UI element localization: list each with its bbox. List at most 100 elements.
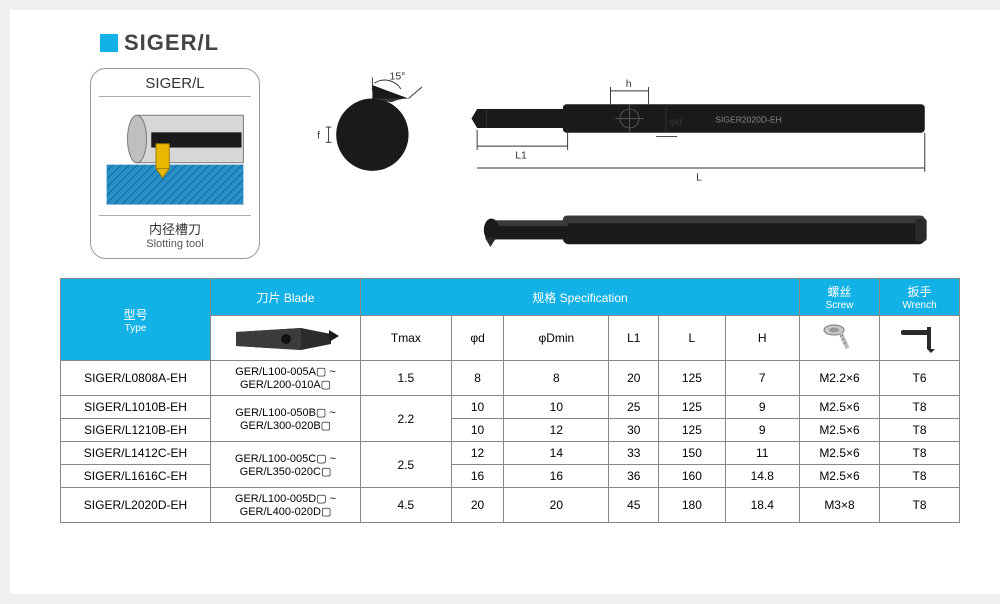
hdr-spec-en: Specification <box>560 291 628 305</box>
cell-tmax: 4.5 <box>361 488 452 523</box>
hdr-phidmin: φDmin <box>504 316 609 361</box>
cell-l1: 20 <box>609 361 659 396</box>
cell-screw: M3×8 <box>800 488 880 523</box>
catalog-page: SIGER/L SIGER/L <box>10 10 1000 594</box>
cell-type: SIGER/L1616C-EH <box>61 465 211 488</box>
hdr-type-en: Type <box>64 323 207 334</box>
cell-d: 16 <box>451 465 504 488</box>
page-title: SIGER/L <box>124 30 219 56</box>
sidebox-title: SIGER/L <box>99 75 251 97</box>
hdr-screw-en: Screw <box>803 300 876 311</box>
cell-d: 10 <box>451 419 504 442</box>
cell-l1: 25 <box>609 396 659 419</box>
cell-tmax: 2.5 <box>361 442 452 488</box>
spec-tbody: SIGER/L0808A-EHGER/L100-005A▢ ~ GER/L200… <box>61 361 960 523</box>
cell-blade: GER/L100-005C▢ ~ GER/L350-020C▢ <box>211 442 361 488</box>
cell-wrench: T8 <box>880 442 960 465</box>
cell-l1: 33 <box>609 442 659 465</box>
hdr-l1: L1 <box>609 316 659 361</box>
cell-screw: M2.5×6 <box>800 396 880 419</box>
cell-type: SIGER/L0808A-EH <box>61 361 211 396</box>
cell-wrench: T8 <box>880 465 960 488</box>
cell-type: SIGER/L1010B-EH <box>61 396 211 419</box>
sidebox: SIGER/L <box>90 68 260 259</box>
spec-thead: 型号 Type 刀片 Blade 规格 Specification 螺丝 Scr… <box>61 279 960 361</box>
cell-d: 20 <box>451 488 504 523</box>
cell-dmin: 16 <box>504 465 609 488</box>
table-row: SIGER/L1412C-EHGER/L100-005C▢ ~ GER/L350… <box>61 442 960 465</box>
cell-type: SIGER/L1412C-EH <box>61 442 211 465</box>
cell-wrench: T6 <box>880 361 960 396</box>
cell-h: 9 <box>725 419 799 442</box>
page-title-row: SIGER/L <box>100 30 960 56</box>
cell-h: 18.4 <box>725 488 799 523</box>
hdr-H: H <box>725 316 799 361</box>
svg-text:f: f <box>317 130 320 141</box>
svg-text:L: L <box>696 172 702 183</box>
wrench-icon <box>880 316 960 361</box>
hdr-L: L <box>659 316 725 361</box>
cell-h: 11 <box>725 442 799 465</box>
cell-h: 14.8 <box>725 465 799 488</box>
cell-blade: GER/L100-005D▢ ~ GER/L400-020D▢ <box>211 488 361 523</box>
cell-l1: 45 <box>609 488 659 523</box>
cell-dmin: 8 <box>504 361 609 396</box>
hdr-wrench-cn: 扳手 <box>907 285 931 299</box>
svg-text:φd: φd <box>670 117 683 128</box>
cell-type: SIGER/L1210B-EH <box>61 419 211 442</box>
screw-icon <box>800 316 880 361</box>
cell-dmin: 10 <box>504 396 609 419</box>
table-row: SIGER/L1616C-EH16163616014.8M2.5×6T8 <box>61 465 960 488</box>
hdr-spec-cn: 规格 <box>532 291 556 305</box>
cell-h: 9 <box>725 396 799 419</box>
cell-l1: 30 <box>609 419 659 442</box>
cell-d: 8 <box>451 361 504 396</box>
cell-dmin: 20 <box>504 488 609 523</box>
tool-marking: SIGER2020D-EH <box>715 114 782 124</box>
cell-type: SIGER/L2020D-EH <box>61 488 211 523</box>
hdr-blade-cn: 刀片 <box>256 291 280 305</box>
cell-L: 160 <box>659 465 725 488</box>
cell-L: 125 <box>659 419 725 442</box>
hdr-blade-en: Blade <box>284 291 315 305</box>
hdr-type-cn: 型号 <box>123 308 147 322</box>
diagram-area: SIGER/L <box>90 68 960 268</box>
svg-text:h: h <box>626 79 632 90</box>
sidebox-diagram <box>99 103 251 213</box>
cell-screw: M2.5×6 <box>800 442 880 465</box>
hdr-tmax: Tmax <box>361 316 452 361</box>
table-row: SIGER/L1210B-EH 1012301259M2.5×6T8 <box>61 419 960 442</box>
cell-dmin: 14 <box>504 442 609 465</box>
cell-blade: GER/L100-005A▢ ~ GER/L200-010A▢ <box>211 361 361 396</box>
cell-blade: GER/L100-050B▢ ~ GER/L300-020B▢ <box>211 396 361 442</box>
cell-screw: M2.2×6 <box>800 361 880 396</box>
sidebox-label-en: Slotting tool <box>99 238 251 250</box>
cell-L: 180 <box>659 488 725 523</box>
hdr-screw-cn: 螺丝 <box>827 285 851 299</box>
cell-d: 10 <box>451 396 504 419</box>
cell-L: 150 <box>659 442 725 465</box>
cell-L: 125 <box>659 361 725 396</box>
svg-text:L1: L1 <box>515 150 527 161</box>
cell-tmax: 1.5 <box>361 361 452 396</box>
hdr-wrench-en: Wrench <box>883 300 956 311</box>
title-square-icon <box>100 34 118 52</box>
cell-h: 7 <box>725 361 799 396</box>
table-row: SIGER/L0808A-EHGER/L100-005A▢ ~ GER/L200… <box>61 361 960 396</box>
spec-table: 型号 Type 刀片 Blade 规格 Specification 螺丝 Scr… <box>60 278 960 523</box>
main-diagram: 15° f SIGER2020D-EH <box>280 68 960 268</box>
cell-tmax: 2.2 <box>361 396 452 442</box>
cell-l1: 36 <box>609 465 659 488</box>
angle-label: 15° <box>390 71 406 82</box>
table-row: SIGER/L2020D-EHGER/L100-005D▢ ~ GER/L400… <box>61 488 960 523</box>
cell-d: 12 <box>451 442 504 465</box>
cell-screw: M2.5×6 <box>800 419 880 442</box>
cell-screw: M2.5×6 <box>800 465 880 488</box>
cell-dmin: 12 <box>504 419 609 442</box>
cell-wrench: T8 <box>880 488 960 523</box>
cell-wrench: T8 <box>880 419 960 442</box>
hdr-phid: φd <box>451 316 504 361</box>
table-row: SIGER/L1010B-EHGER/L100-050B▢ ~ GER/L300… <box>61 396 960 419</box>
blade-image-cell <box>211 316 361 361</box>
sidebox-label-cn: 内径槽刀 <box>99 215 251 238</box>
